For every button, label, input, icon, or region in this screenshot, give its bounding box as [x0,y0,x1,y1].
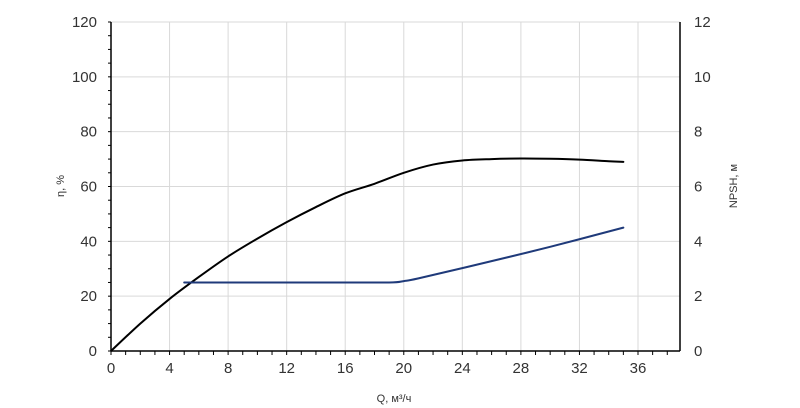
right-tick-label: 4 [694,233,702,250]
x-axis-ticks: 0 4 8 12 16 20 24 28 32 36 [107,360,647,377]
right-axis-ticks: 0 2 4 6 8 10 12 [694,14,711,360]
right-axis-title: NPSH, м [728,164,740,208]
grid [111,21,680,351]
x-tick-label: 8 [224,360,232,377]
right-tick-label: 8 [694,124,702,141]
right-tick-label: 10 [694,69,711,86]
x-tick-label: 0 [107,360,115,377]
right-tick-label: 6 [694,179,702,196]
axes [108,21,681,355]
right-tick-label: 2 [694,288,702,305]
x-tick-label: 24 [454,360,471,377]
left-tick-label: 120 [72,14,97,31]
right-tick-label: 0 [694,343,702,360]
x-tick-label: 16 [337,360,354,377]
x-axis-title: Q, м³/ч [377,393,412,405]
npsh-curve [183,226,625,284]
left-axis-title: η, % [55,175,67,197]
left-tick-label: 40 [80,233,97,250]
left-tick-label: 0 [89,343,97,360]
left-tick-label: 100 [72,69,97,86]
x-tick-label: 4 [165,360,173,377]
x-tick-label: 32 [571,360,588,377]
x-tick-label: 36 [630,360,647,377]
x-tick-label: 20 [395,360,412,377]
x-tick-label: 28 [513,360,530,377]
series-layer [110,157,625,352]
left-tick-label: 60 [80,179,97,196]
efficiency-curve [110,157,625,352]
left-tick-label: 80 [80,124,97,141]
left-axis-ticks: 0 20 40 60 80 100 120 [72,14,97,360]
left-tick-label: 20 [80,288,97,305]
right-tick-label: 12 [694,14,711,31]
x-tick-label: 12 [278,360,295,377]
